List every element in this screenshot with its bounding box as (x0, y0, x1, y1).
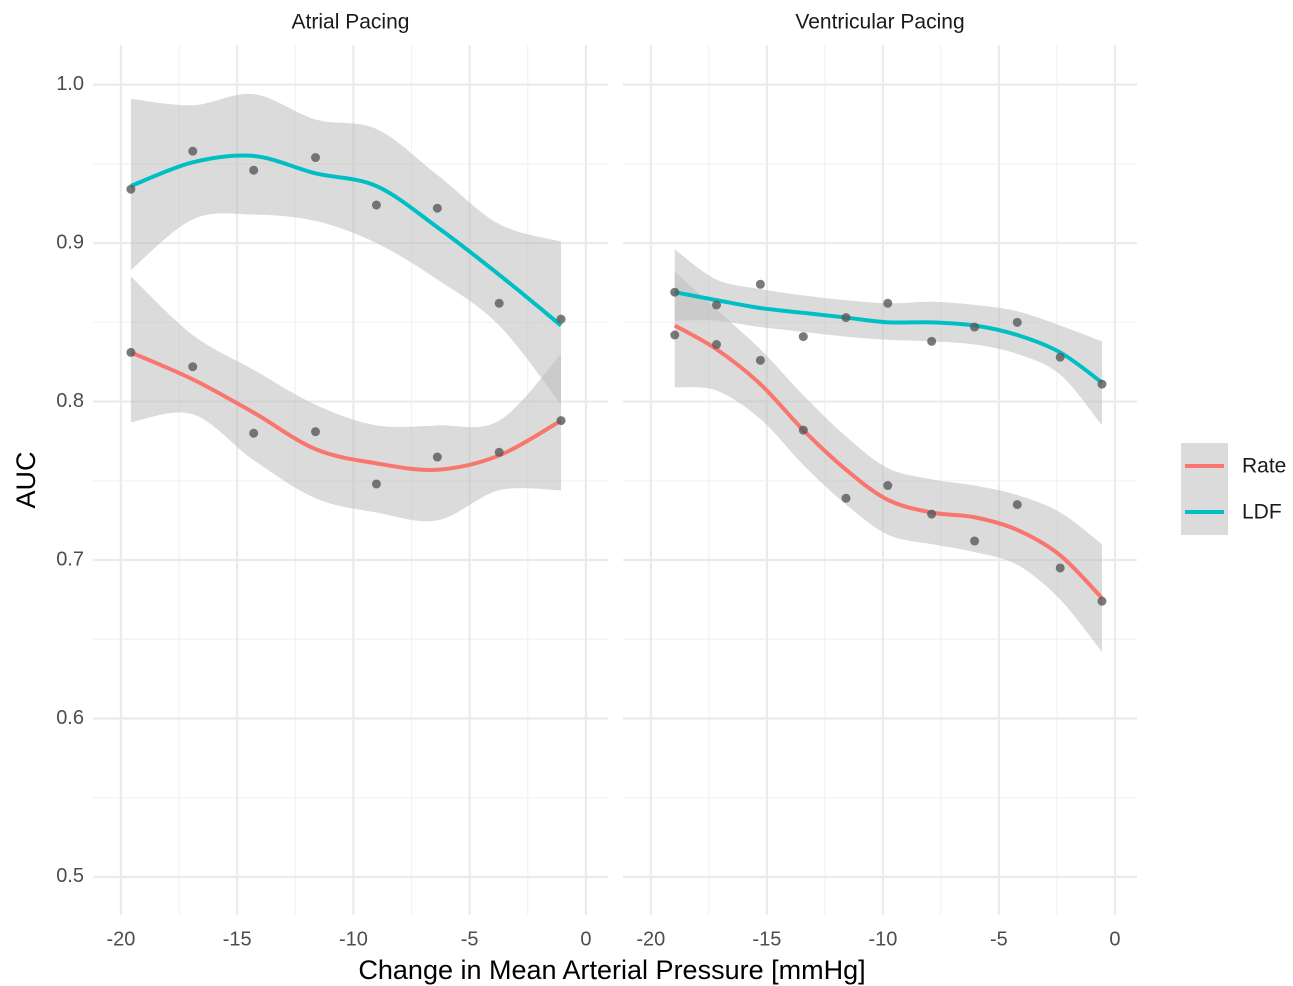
facet-title: Atrial Pacing (292, 11, 410, 34)
x-tick-label: -5 (990, 928, 1008, 950)
confidence-band (674, 249, 1102, 426)
data-point (311, 153, 321, 163)
legend-label: LDF (1242, 501, 1282, 524)
data-point (927, 336, 937, 346)
data-point (494, 447, 504, 457)
data-point (883, 298, 893, 308)
x-tick-label: -15 (223, 928, 252, 950)
data-point (712, 300, 722, 310)
smooth-line (130, 153, 563, 328)
data-point (841, 313, 851, 323)
data-point (670, 287, 680, 297)
smooth-line (674, 290, 1104, 385)
x-tick-label: -15 (752, 928, 781, 950)
data-point (494, 298, 504, 308)
x-tick-label: -10 (868, 928, 897, 950)
data-point (188, 362, 198, 372)
data-point (1055, 563, 1065, 573)
data-point (1012, 500, 1022, 510)
x-tick-label: -20 (636, 928, 665, 950)
data-point (841, 493, 851, 503)
data-point (126, 184, 136, 194)
data-point (755, 355, 765, 365)
facet-title: Ventricular Pacing (795, 11, 964, 34)
y-tick-label: 1.0 (56, 73, 84, 95)
data-point (432, 452, 442, 462)
x-tick-label: -10 (339, 928, 368, 950)
x-axis-title: Change in Mean Arterial Pressure [mmHg] (358, 955, 865, 985)
data-point (126, 347, 136, 357)
data-point (249, 165, 259, 175)
data-point (927, 509, 937, 519)
data-point (970, 322, 980, 332)
data-point (883, 481, 893, 491)
data-point (1097, 379, 1107, 389)
data-point (1012, 317, 1022, 327)
data-point (311, 427, 321, 437)
data-point (798, 332, 808, 342)
y-tick-label: 0.7 (56, 548, 84, 570)
data-point (556, 314, 566, 324)
confidence-band (130, 276, 562, 522)
data-point (712, 340, 722, 350)
data-point (755, 279, 765, 289)
data-point (249, 428, 259, 438)
y-axis-title: AUC (11, 451, 41, 508)
confidence-band (130, 93, 562, 405)
smooth-line (130, 350, 563, 472)
y-tick-label: 0.6 (56, 707, 84, 729)
x-tick-label: -20 (106, 928, 135, 950)
data-point (798, 425, 808, 435)
y-tick-label: 0.5 (56, 865, 84, 887)
x-tick-label: 0 (580, 928, 591, 950)
x-tick-label: -5 (461, 928, 479, 950)
data-point (371, 479, 381, 489)
data-point (371, 200, 381, 210)
smooth-line (673, 323, 1104, 600)
data-point (670, 330, 680, 340)
data-point (1055, 352, 1065, 362)
y-tick-label: 0.8 (56, 390, 84, 412)
data-point (432, 203, 442, 213)
data-point (188, 146, 198, 156)
data-point (1097, 596, 1107, 606)
data-point (970, 536, 980, 546)
data-point (556, 416, 566, 426)
legend-label: Rate (1242, 455, 1286, 478)
y-tick-label: 0.9 (56, 231, 84, 253)
x-tick-label: 0 (1109, 928, 1120, 950)
